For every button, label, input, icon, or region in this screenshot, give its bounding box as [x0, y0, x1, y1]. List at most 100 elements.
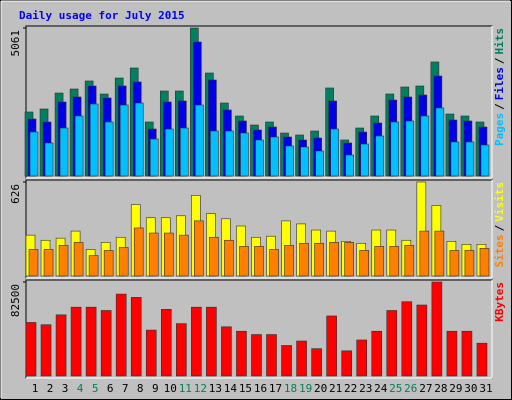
- bar: [344, 242, 354, 277]
- bar: [296, 340, 307, 377]
- bar: [270, 136, 279, 177]
- x-tick-label: 6: [107, 382, 114, 395]
- x-tick-label: 5: [92, 382, 99, 395]
- bar: [58, 245, 69, 277]
- bar: [419, 230, 430, 277]
- bar: [434, 230, 445, 277]
- bar: [374, 246, 385, 277]
- legend-entry: Pages: [493, 113, 506, 146]
- bar: [359, 250, 370, 277]
- bar: [206, 306, 217, 377]
- bar: [404, 245, 415, 277]
- bar: [164, 128, 174, 177]
- x-tick-label: 20: [314, 382, 327, 395]
- bar: [465, 141, 475, 177]
- bar: [405, 120, 415, 177]
- bar: [115, 293, 127, 377]
- x-tick-label: 18: [284, 382, 297, 395]
- bar: [179, 234, 189, 277]
- x-tick-label: 8: [137, 382, 144, 395]
- bar: [375, 135, 385, 177]
- x-tick-label: 13: [209, 382, 222, 395]
- bar: [29, 131, 39, 177]
- bar: [104, 121, 114, 177]
- bar: [480, 144, 490, 177]
- bar: [326, 315, 337, 377]
- bar: [311, 348, 322, 377]
- x-tick-label: 27: [419, 382, 432, 395]
- y-tick-label: 626: [9, 184, 22, 204]
- y-tick-label: 5061: [9, 30, 22, 57]
- bar: [240, 132, 249, 177]
- bar: [360, 143, 370, 177]
- bar: [74, 115, 84, 177]
- x-tick-label: 9: [152, 382, 159, 395]
- bar: [371, 330, 383, 377]
- legend-separator: /: [493, 57, 506, 64]
- bar: [134, 102, 144, 177]
- bar: [145, 329, 157, 377]
- bar: [44, 142, 54, 177]
- bar: [401, 301, 413, 377]
- bar: [300, 146, 309, 177]
- bar: [103, 250, 114, 277]
- bar: [431, 281, 443, 377]
- x-tick-label: 15: [239, 382, 252, 395]
- bar: [386, 310, 398, 377]
- x-tick-label: 26: [404, 382, 417, 395]
- bar: [435, 107, 445, 177]
- legend-entry: Visits: [493, 182, 506, 222]
- bar: [479, 248, 490, 277]
- bar: [221, 326, 232, 377]
- legend: KBytes: [493, 282, 506, 322]
- bar: [266, 334, 277, 377]
- bar: [195, 104, 204, 177]
- bar: [55, 314, 67, 377]
- bar: [345, 154, 354, 177]
- bar: [70, 306, 82, 377]
- bar: [299, 242, 309, 277]
- bar: [315, 150, 324, 177]
- legend-entry: Files: [493, 67, 506, 100]
- bar: [224, 239, 234, 277]
- bar: [285, 145, 294, 177]
- bar: [416, 304, 428, 377]
- bar: [180, 127, 189, 177]
- bar: [389, 246, 400, 277]
- bar: [210, 130, 219, 177]
- x-tick-label: 4: [77, 382, 84, 395]
- x-tick-label: 14: [224, 382, 238, 395]
- x-tick-label: 16: [254, 382, 267, 395]
- x-tick-label: 17: [269, 382, 282, 395]
- bar: [281, 345, 292, 377]
- bar: [85, 306, 97, 377]
- x-tick-label: 25: [389, 382, 402, 395]
- legend: Sites / Visits: [493, 182, 506, 268]
- bar: [133, 227, 144, 277]
- x-tick-label: 10: [164, 382, 177, 395]
- x-tick-label: 30: [464, 382, 477, 395]
- legend-entry: Sites: [493, 234, 506, 267]
- bar: [314, 242, 324, 277]
- bar: [225, 130, 234, 177]
- bar: [88, 255, 99, 277]
- bar: [194, 220, 204, 277]
- x-tick-label: 31: [479, 382, 492, 395]
- bar: [89, 103, 99, 177]
- x-tick-label: 29: [449, 382, 462, 395]
- bar: [329, 242, 339, 277]
- chart-title: Daily usage for July 2015: [19, 9, 185, 22]
- bar: [176, 323, 187, 377]
- bar: [209, 236, 219, 277]
- bar: [239, 246, 249, 277]
- bar: [148, 232, 159, 277]
- bar: [160, 309, 172, 377]
- x-tick-label: 1: [32, 382, 39, 395]
- bar: [450, 141, 460, 177]
- x-tick-label: 11: [179, 382, 192, 395]
- bar: [464, 250, 475, 277]
- bar: [28, 249, 39, 277]
- bar: [420, 115, 430, 177]
- bar: [254, 246, 264, 277]
- legend-separator: /: [493, 224, 506, 231]
